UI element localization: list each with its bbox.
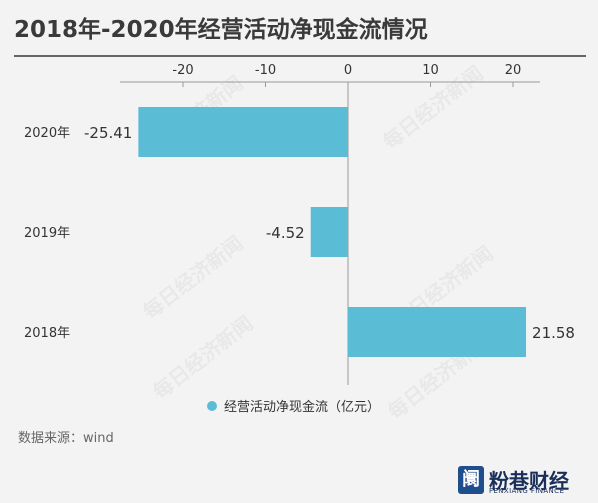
data-source: 数据来源：wind: [18, 431, 114, 446]
x-tick-label: -10: [255, 63, 276, 78]
title-divider: [14, 55, 586, 57]
legend-label: 经营活动净现金流（亿元）: [224, 399, 380, 415]
x-tick-label: 0: [344, 63, 352, 78]
bar: [310, 207, 348, 257]
value-label: 21.58: [532, 324, 575, 342]
watermark-text: 每日经济新闻: [138, 231, 247, 324]
x-tick-label: 10: [422, 63, 439, 78]
fenxiang-logo: 阛 粉巷财经 FENXIANG FINANCE: [458, 466, 588, 496]
logo-name: 粉巷财经: [489, 469, 569, 493]
x-tick-label: -20: [172, 63, 193, 78]
legend: 经营活动净现金流（亿元）: [207, 399, 380, 415]
x-tick-label: 20: [505, 63, 522, 78]
chart-title: 2018年-2020年经营活动净现金流情况: [14, 17, 428, 43]
legend-marker: [207, 401, 217, 411]
category-label: 2018年: [24, 326, 70, 341]
category-label: 2019年: [24, 226, 70, 241]
watermark-text: 每日经济新闻: [148, 311, 257, 404]
bars: 2020年 -25.41 2019年 -4.52 2018年 21.58: [24, 107, 575, 357]
value-label: -4.52: [266, 224, 305, 242]
bar: [348, 307, 527, 357]
bar: [138, 107, 348, 157]
value-label: -25.41: [84, 124, 132, 142]
logo-subtitle: FENXIANG FINANCE: [489, 487, 565, 495]
category-label: 2020年: [24, 126, 70, 141]
x-ticks: -20 -10 0 10 20: [172, 63, 521, 87]
logo-icon: 阛: [458, 466, 484, 494]
